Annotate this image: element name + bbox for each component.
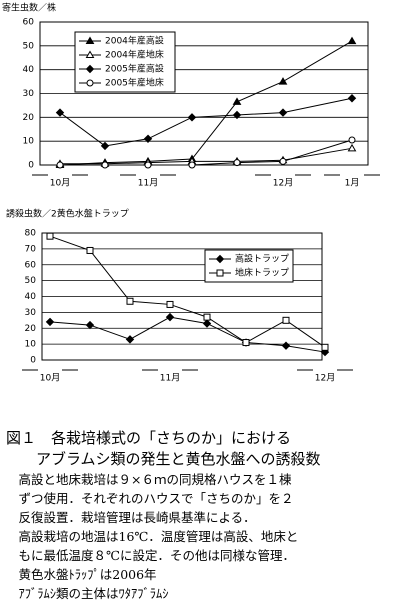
caption-line: ずつ使用．それぞれのハウスで「さちのか」を２ xyxy=(6,491,294,506)
marker xyxy=(46,232,54,240)
y-tick-label: 0 xyxy=(30,356,36,366)
marker xyxy=(216,269,224,277)
legend-label: 2005年産地床 xyxy=(105,77,164,89)
marker xyxy=(232,110,242,120)
marker xyxy=(45,317,55,327)
x-tick-label: 11月 xyxy=(138,178,158,189)
y-tick-label: 40 xyxy=(23,65,35,75)
marker xyxy=(347,36,357,45)
marker xyxy=(321,343,329,351)
y-tick-label: 10 xyxy=(25,340,37,350)
marker xyxy=(188,161,196,169)
marker xyxy=(86,246,94,254)
y-tick-label: 30 xyxy=(23,89,35,99)
marker xyxy=(282,316,290,324)
y-tick-label: 20 xyxy=(23,113,35,123)
charts: 寄生虫数／株 0 10 20 30 40 50 60 10月 11月 12月 1月 2004年産高設 20… xyxy=(2,2,380,384)
x-tick-label: 10月 xyxy=(50,178,70,189)
legend-label: 2004年産地床 xyxy=(105,49,164,61)
marker xyxy=(85,36,95,44)
caption-title: 図１ 各栽培様式の「さちのか」における xyxy=(6,429,292,447)
x-tick-label: 12月 xyxy=(273,178,293,189)
y-tick-label: 70 xyxy=(25,244,37,254)
legend-label: 2004年産高設 xyxy=(105,35,164,47)
caption-line: 高設と地床栽培は９×６ｍの同規格ハウスを１棟 xyxy=(6,472,292,487)
plot-frame xyxy=(39,21,369,166)
y-tick-label: 10 xyxy=(23,137,35,147)
marker xyxy=(203,313,211,321)
caption-line: 黄色水盤ﾄﾗｯﾌﾟは2006年 xyxy=(6,567,157,582)
marker xyxy=(232,97,242,105)
y-tick-label: 30 xyxy=(25,308,37,318)
y-tick-label: 40 xyxy=(25,292,37,302)
marker xyxy=(56,161,64,169)
marker xyxy=(348,136,356,144)
plot-frame xyxy=(41,232,323,361)
y-tick-label: 20 xyxy=(25,324,37,334)
legend-label: 地床トラップ xyxy=(235,267,289,279)
marker xyxy=(126,297,134,305)
x-tick-label: 10月 xyxy=(40,373,60,384)
x-tick-label: 11月 xyxy=(160,373,180,384)
marker xyxy=(101,161,109,169)
y-tick-label: 60 xyxy=(23,18,35,28)
series-line xyxy=(49,235,326,348)
x-tick-label: 12月 xyxy=(315,373,335,384)
marker xyxy=(85,50,95,58)
marker xyxy=(347,94,357,103)
marker xyxy=(202,319,212,328)
marker xyxy=(125,335,135,344)
marker xyxy=(278,108,288,117)
marker xyxy=(278,77,288,85)
marker xyxy=(100,141,110,151)
marker xyxy=(144,161,152,169)
caption: 図１ 各栽培様式の「さちのか」における アブラムシ類の発生と黄色水盤への誘殺数 … xyxy=(6,428,416,603)
legend-label: 高設トラップ xyxy=(235,253,289,265)
marker xyxy=(85,64,95,74)
marker xyxy=(279,157,287,165)
marker xyxy=(187,113,197,122)
y-tick-label: 50 xyxy=(23,41,35,51)
marker xyxy=(85,320,95,330)
marker xyxy=(215,254,225,264)
caption-line: 高設栽培の地温は16℃．温度管理は高設、地床と xyxy=(6,529,299,544)
marker xyxy=(55,108,65,117)
caption-line: 反復設置．栽培管理は長崎県基準による． xyxy=(6,510,256,525)
marker xyxy=(166,300,174,308)
y-axis-label: 誘殺虫数／2黄色水盤トラップ xyxy=(6,208,129,220)
marker xyxy=(347,143,357,152)
marker xyxy=(233,159,241,167)
marker xyxy=(86,79,94,87)
series-line xyxy=(49,316,326,353)
marker xyxy=(165,312,175,322)
marker xyxy=(242,339,250,347)
caption-title: アブラムシ類の発生と黄色水盤への誘殺数 xyxy=(6,450,321,468)
legend-label: 2005年産高設 xyxy=(105,63,164,75)
marker xyxy=(281,341,291,350)
x-tick-label: 1月 xyxy=(345,178,360,189)
y-tick-label: 0 xyxy=(28,161,34,171)
series-line xyxy=(59,97,353,147)
y-tick-label: 80 xyxy=(25,229,37,239)
caption-line: ｱﾌﾞﾗﾑｼ類の主体はﾜﾀｱﾌﾞﾗﾑｼ xyxy=(6,586,169,601)
y-axis-label: 寄生虫数／株 xyxy=(2,2,56,14)
y-tick-label: 60 xyxy=(25,260,37,270)
caption-line: もに最低温度８℃に設定．その他は同様な管理． xyxy=(6,548,295,563)
y-tick-label: 50 xyxy=(25,276,37,286)
marker xyxy=(143,134,153,143)
